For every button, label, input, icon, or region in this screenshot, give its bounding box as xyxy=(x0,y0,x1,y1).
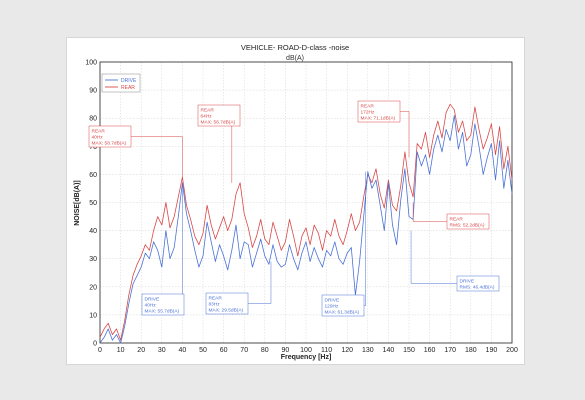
y-tick-label: 50 xyxy=(89,200,97,207)
annotation-leader xyxy=(364,171,366,306)
annotation-text: MAX: 71.1dB(A) xyxy=(361,116,396,122)
annotation-text: REAR xyxy=(201,108,215,114)
x-tick-label: 70 xyxy=(240,347,248,354)
x-tick-label: 110 xyxy=(321,347,332,354)
annotation-text: REAR xyxy=(209,296,223,302)
plot-area-frame xyxy=(99,61,513,344)
annotation-text: REAR xyxy=(92,129,106,135)
y-tick-label: 70 xyxy=(89,144,97,151)
annotation-leader xyxy=(248,261,272,304)
annotation-leader xyxy=(412,202,447,222)
annotation-text: MAX: 56.7dB(A) xyxy=(201,120,236,126)
y-tick-label: 90 xyxy=(89,88,97,95)
series-line-rear xyxy=(99,103,513,341)
noise-chart: VEHICLE- ROAD-D-class -noise dB(A) 0 10 20… xyxy=(74,43,518,361)
y-tick-label: 20 xyxy=(89,284,97,291)
x-tick-label: 50 xyxy=(199,347,207,354)
legend-label-drive: DRIVE xyxy=(121,78,137,84)
annotation-text: 172Hz xyxy=(361,110,375,116)
x-axis-label: Frequency [Hz] xyxy=(281,354,332,361)
annotation-text: RMS: 46.4dB(A) xyxy=(460,285,495,291)
chart-title: VEHICLE- ROAD-D-class -noise xyxy=(241,43,349,52)
y-tick-label: 40 xyxy=(89,228,97,235)
x-tick-label: 90 xyxy=(282,347,290,354)
annotation-frame xyxy=(321,294,365,317)
x-tick-label: 200 xyxy=(506,347,518,354)
y-tick-label: 30 xyxy=(89,256,97,263)
x-tick-label: 20 xyxy=(137,347,145,354)
x-tick-label: 30 xyxy=(158,347,166,354)
x-tick-label: 160 xyxy=(424,347,436,354)
x-tick-label: 150 xyxy=(403,347,415,354)
annotation-text: REAR xyxy=(450,217,464,223)
x-tick-label: 140 xyxy=(383,347,395,354)
annotation-text: 40Hz xyxy=(92,135,104,141)
annotation-text: RMS: 52.2dB(A) xyxy=(450,223,485,229)
annotation-text: MAX: 55.7dB(A) xyxy=(145,309,180,315)
y-axis-label: NOISE[dB(A)] xyxy=(74,180,81,226)
legend-label-rear: REAR xyxy=(121,85,135,91)
y-tick-label: 0 xyxy=(93,341,97,348)
y-tick-label: 100 xyxy=(85,60,97,67)
x-tick-label: 60 xyxy=(220,347,228,354)
x-tick-label: 100 xyxy=(300,347,312,354)
annotation-frame xyxy=(88,125,132,148)
x-tick-label: 130 xyxy=(362,347,374,354)
y-tick-label: 80 xyxy=(89,116,97,123)
chart-unit-label: dB(A) xyxy=(286,55,304,62)
series-line-drive xyxy=(99,115,513,344)
annotation-text: 40Hz xyxy=(145,303,157,309)
annotation-text: DRIVE xyxy=(145,297,160,303)
y-tick-label: 10 xyxy=(89,312,97,319)
annotation-frame xyxy=(205,292,249,315)
annotation-frame xyxy=(446,213,490,230)
annotation-frame xyxy=(357,100,401,123)
annotation-text: 64Hz xyxy=(201,114,213,120)
annotation-text: REAR xyxy=(361,104,375,110)
x-tick-label: 190 xyxy=(486,347,498,354)
annotation-leader xyxy=(400,111,410,158)
x-tick-label: 10 xyxy=(117,347,125,354)
x-tick-label: 80 xyxy=(261,347,269,354)
annotation-leader xyxy=(182,185,184,305)
x-tick-label: 0 xyxy=(98,347,102,354)
y-tick-label: 60 xyxy=(89,172,97,179)
annotation-text: 83Hz xyxy=(209,302,221,308)
annotation-leader xyxy=(410,230,457,284)
annotation-leader xyxy=(131,136,183,178)
annotation-text: MAX: 61.3dB(A) xyxy=(325,310,360,316)
annotation-text: DRIVE xyxy=(325,298,340,304)
legend: DRIVE REAR xyxy=(101,73,141,93)
axis-ticks: 0 10 20 30 40 50 60 70 80 90 100 110 120 130 140 150 160… xyxy=(85,60,518,355)
x-tick-label: 120 xyxy=(341,347,353,354)
annotation-frame xyxy=(141,293,185,316)
annotation-frame xyxy=(456,275,500,292)
x-tick-label: 170 xyxy=(444,347,456,354)
annotation-text: MAX: 29.5dB(A) xyxy=(209,308,244,314)
annotation-frame xyxy=(197,104,241,127)
x-tick-label: 180 xyxy=(465,347,477,354)
legend-box xyxy=(101,73,141,93)
annotation-text: MAX: 58.7dB(A) xyxy=(92,141,127,147)
series-layer xyxy=(99,103,513,344)
x-tick-label: 40 xyxy=(179,347,187,354)
annotation-text: DRIVE xyxy=(460,279,475,285)
annotation-text: 129Hz xyxy=(325,304,339,310)
chart-card: VEHICLE- ROAD-D-class -noise dB(A) 0 10 20… xyxy=(66,37,525,365)
